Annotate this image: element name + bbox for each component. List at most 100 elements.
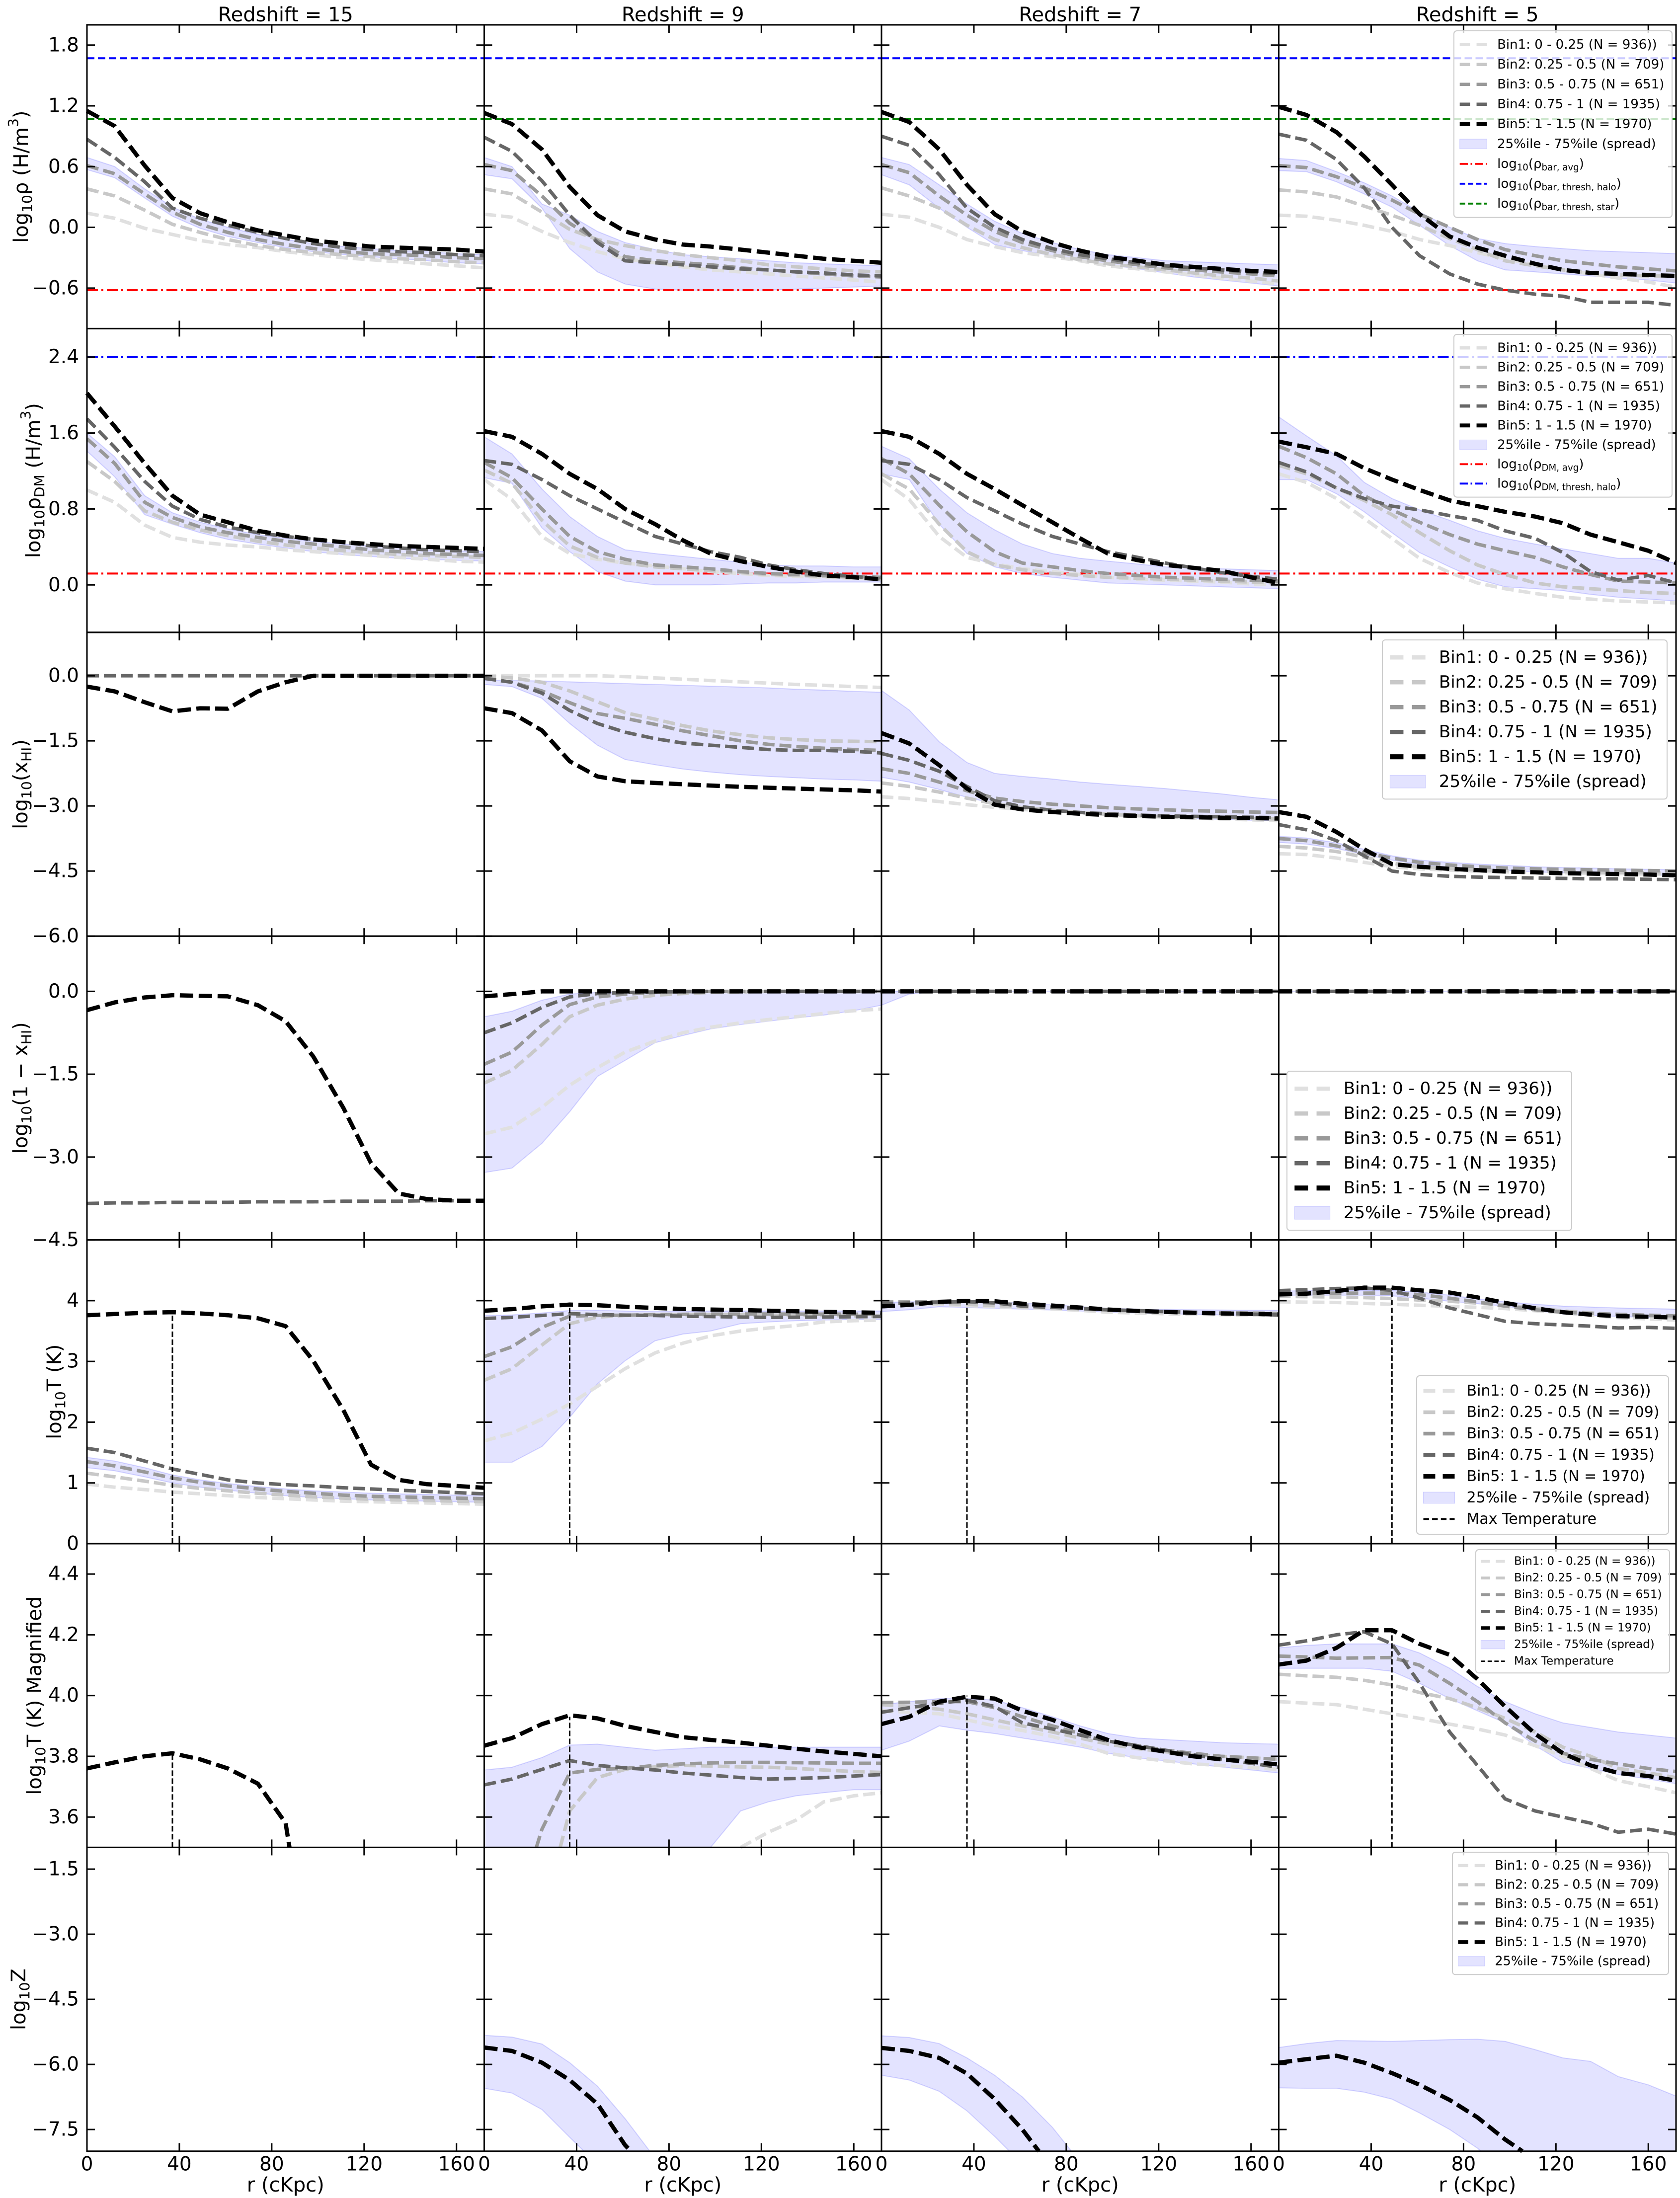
y-tick-label: −7.5	[32, 2119, 79, 2141]
label-fragment: (1 − x	[9, 1044, 32, 1106]
legend-label-bin1: Bin1: 0 - 0.25 (N = 936))	[1514, 1555, 1655, 1568]
y-tick-label: −1.5	[32, 1063, 79, 1086]
y-tick-label: 4.0	[48, 1684, 79, 1707]
x-tick-label: 160	[835, 2153, 872, 2175]
x-axis-label: r (cKpc)	[1439, 2174, 1516, 2197]
legend-label-bin1: Bin1: 0 - 0.25 (N = 936))	[1497, 340, 1657, 355]
panel-row1-col1	[483, 327, 882, 633]
legend-item: 25%ile - 75%ile (spread)	[1459, 437, 1656, 452]
series-bin3-line	[1279, 163, 1677, 273]
legend-item: Bin2: 0.25 - 0.5 (N = 709)	[1423, 1404, 1659, 1421]
plot-area	[1278, 356, 1677, 605]
label-fragment: 10	[1517, 482, 1528, 492]
panel-row4-col3: Bin1: 0 - 0.25 (N = 936)) Bin2: 0.25 - 0.…	[1278, 1239, 1677, 1545]
column-title: Redshift = 9	[622, 3, 744, 26]
y-tick-label: −3.0	[32, 1146, 79, 1168]
label-fragment: 10	[31, 510, 48, 528]
x-tick-label: 80	[1451, 2153, 1476, 2175]
label-fragment: 10	[52, 1391, 69, 1409]
series-bin2-line	[86, 1471, 484, 1504]
series-bin2-line	[880, 472, 1279, 585]
panel-row2-col3: Bin1: 0 - 0.25 (N = 936)) Bin2: 0.25 - 0.…	[1278, 631, 1677, 937]
legend-swatch-band	[1294, 1206, 1331, 1220]
legend-label-bin3: Bin3: 0.5 - 0.75 (N = 651)	[1439, 697, 1658, 717]
legend-item: Bin4: 0.75 - 1 (N = 1935)	[1459, 97, 1660, 112]
legend-item: Bin5: 1 - 1.5 (N = 1970)	[1481, 1622, 1651, 1635]
series-bin3-line	[881, 767, 1279, 814]
legend-item: 25%ile - 75%ile (spread)	[1459, 137, 1656, 152]
legend-item: Bin1: 0 - 0.25 (N = 936))	[1459, 37, 1657, 52]
legend-item: 25%ile - 75%ile (spread)	[1294, 1203, 1551, 1223]
column-title: Redshift = 5	[1416, 3, 1539, 26]
y-tick-label: 1.8	[48, 34, 79, 56]
plot-area	[86, 673, 484, 714]
label-fragment: (ρ	[1528, 196, 1542, 211]
series-bin2-line	[881, 186, 1279, 283]
series-bin1-line	[484, 674, 882, 690]
y-tick-label: −4.5	[32, 1229, 79, 1251]
panel-row3-col3: Bin1: 0 - 0.25 (N = 936)) Bin2: 0.25 - 0.…	[1278, 935, 1677, 1241]
legend-item: Bin4: 0.75 - 1 (N = 1935)	[1294, 1153, 1557, 1173]
plot-area	[880, 1694, 1280, 1848]
panel-row6-col2: 0 40 80 120 160 r (cKpc)	[876, 1846, 1280, 2197]
legend-item: 25%ile - 75%ile (spread)	[1457, 1954, 1651, 1968]
series-bin5-line	[85, 392, 484, 551]
legend-item: log10(ρbar, thresh, star)	[1459, 196, 1619, 213]
y-tick-label: 2.4	[48, 346, 79, 368]
legend-item: 25%ile - 75%ile (spread)	[1423, 1489, 1650, 1506]
label-fragment: 10	[1517, 463, 1528, 473]
series-bin5-line	[1278, 439, 1677, 565]
label-fragment: DM	[31, 474, 48, 497]
legend-label-bin2: Bin2: 0.25 - 0.5 (N = 709)	[1439, 672, 1658, 692]
panel-row2-col1	[483, 631, 882, 937]
y-tick-label: −6.0	[32, 2053, 79, 2076]
legend-item: Bin3: 0.5 - 0.75 (N = 651)	[1294, 1128, 1562, 1148]
legend: Bin1: 0 - 0.25 (N = 936)) Bin2: 0.25 - 0.…	[1382, 639, 1668, 800]
series-bin2-line	[1279, 1672, 1677, 1780]
legend-label-bin1: Bin1: 0 - 0.25 (N = 936))	[1467, 1382, 1651, 1400]
series-bin4-line	[86, 1199, 484, 1205]
label-fragment: log	[1497, 176, 1517, 191]
label-fragment: log	[1497, 196, 1517, 211]
x-tick-label: 120	[1537, 2153, 1574, 2175]
y-axis-label: log10T (K) Magnified	[23, 1596, 49, 1795]
x-tick-label: 0	[478, 2153, 490, 2175]
series-bin3-line	[880, 457, 1279, 583]
label-fragment: )	[1579, 457, 1584, 471]
legend-label-bin3: Bin3: 0.5 - 0.75 (N = 651)	[1497, 77, 1664, 92]
series-bin2-line	[86, 187, 484, 265]
series-bin5-line	[880, 1694, 1279, 1767]
series-bin5-line	[1278, 1628, 1677, 1783]
legend-item: log10(ρDM, avg)	[1459, 457, 1584, 473]
label-fragment: bar, thresh, star	[1542, 202, 1615, 213]
y-tick-label: 3.6	[48, 1806, 79, 1828]
series-bin4-line	[1278, 132, 1677, 307]
legend-item: Bin5: 1 - 1.5 (N = 1970)	[1458, 1935, 1647, 1950]
x-axis-label: r (cKpc)	[1041, 2174, 1119, 2197]
y-tick-label: 3	[67, 1350, 79, 1373]
label-fragment: 10	[19, 195, 35, 213]
series-bin3-line	[86, 163, 484, 261]
series-bin5-line	[85, 109, 484, 254]
legend-item: Bin1: 0 - 0.25 (N = 936))	[1294, 1079, 1552, 1099]
plot-area	[483, 57, 882, 291]
label-fragment: 10	[16, 1982, 33, 2000]
series-bin4-line	[86, 1446, 484, 1496]
label-fragment: )	[1616, 176, 1621, 191]
series-bin5-line	[86, 1751, 292, 1848]
legend-label-bin5: Bin5: 1 - 1.5 (N = 1970)	[1497, 117, 1652, 132]
x-tick-label: 40	[564, 2153, 589, 2175]
plot-area	[1278, 1285, 1677, 1544]
legend-label-bin1: Bin1: 0 - 0.25 (N = 936))	[1439, 647, 1648, 667]
series-bin3-line	[483, 1312, 881, 1358]
legend-item: Bin4: 0.75 - 1 (N = 1935)	[1459, 398, 1660, 413]
label-fragment: (ρ	[1528, 176, 1542, 191]
series-bin1-line	[1279, 1700, 1677, 1795]
legend-box	[1382, 639, 1668, 800]
legend-label-band: 25%ile - 75%ile (spread)	[1344, 1203, 1551, 1223]
series-bin5-line	[483, 429, 882, 582]
legend-swatch-band	[1389, 775, 1426, 788]
label-fragment: 3	[5, 118, 21, 127]
